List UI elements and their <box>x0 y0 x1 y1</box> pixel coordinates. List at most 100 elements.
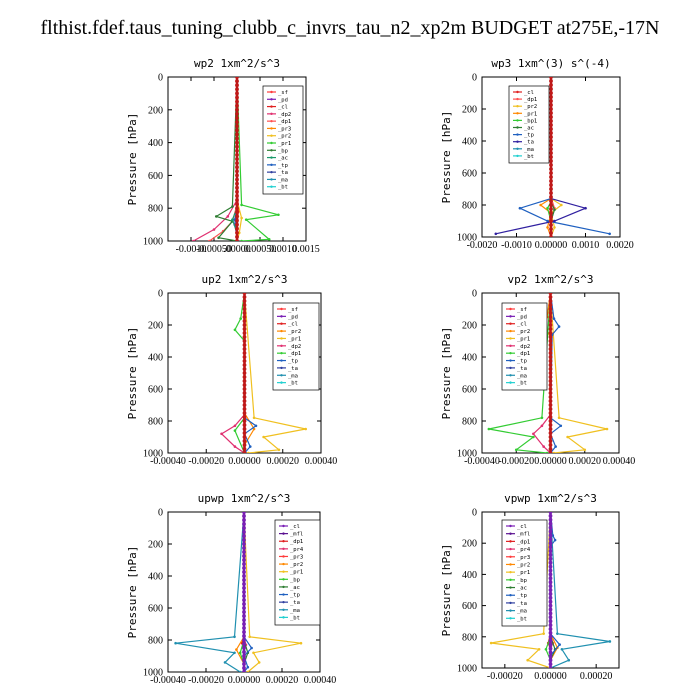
y-tick-label: 800 <box>462 201 477 212</box>
profile-point <box>548 568 553 573</box>
profile-point <box>242 395 247 399</box>
profile-point <box>548 315 553 319</box>
x-tick-label: -0.00040 <box>464 456 500 467</box>
profile-point <box>549 227 553 231</box>
profile-point <box>549 83 553 87</box>
legend-label: _pr3 <box>517 555 530 561</box>
legend-label: _bp <box>290 577 300 583</box>
legend-marker <box>509 374 512 377</box>
y-axis-label: Pressure [hPa] <box>126 113 139 206</box>
legend-marker <box>280 381 283 384</box>
x-tick-label: -0.0010 <box>501 240 532 251</box>
profile-point <box>549 139 553 143</box>
legend-marker <box>516 133 519 136</box>
legend-label: _sf <box>517 307 527 313</box>
legend-label: _tp <box>524 133 534 139</box>
legend-label: _pr2 <box>517 329 530 335</box>
x-tick-label: -0.00020 <box>188 456 224 467</box>
profile-point <box>548 658 553 663</box>
y-tick-label: 400 <box>148 138 163 149</box>
legend-marker <box>280 359 283 362</box>
series-point <box>246 670 250 672</box>
legend-marker <box>509 337 512 340</box>
profile-point <box>548 435 553 439</box>
legend-label: _bt <box>517 381 527 387</box>
panel-title: up2 1xm^2/s^3 <box>201 273 287 286</box>
legend-marker <box>270 90 273 94</box>
profile-point <box>235 185 239 190</box>
profile-point <box>235 79 239 83</box>
profile-point <box>235 112 239 116</box>
legend-label: _mfl <box>517 532 530 538</box>
legend-marker <box>270 163 273 167</box>
profile-point <box>548 327 553 331</box>
x-tick-label: 0.0020 <box>606 240 634 251</box>
series-point <box>277 213 280 217</box>
legend-marker <box>270 98 273 101</box>
y-tick-label: 1000 <box>457 233 477 244</box>
series-point <box>250 646 253 650</box>
legend-label: _pr1 <box>288 336 301 342</box>
profile-point <box>242 423 247 427</box>
y-tick-label: 600 <box>462 601 477 612</box>
legend-label: _dp1 <box>517 539 530 545</box>
legend-marker <box>270 127 273 130</box>
legend-marker <box>516 105 519 108</box>
series-point <box>299 641 303 645</box>
page-title: flthist.fdef.taus_tuning_clubb_c_invrs_t… <box>40 17 660 39</box>
series-point <box>553 208 556 212</box>
y-tick-label: 800 <box>148 417 163 428</box>
series-point <box>238 651 242 655</box>
legend-label: _ta <box>288 366 298 372</box>
legend-marker <box>516 126 519 129</box>
y-tick-label: 200 <box>148 321 163 332</box>
profile-point <box>548 564 553 569</box>
y-tick-label: 800 <box>462 632 477 643</box>
profile-point <box>235 235 239 239</box>
profile-point <box>242 363 247 367</box>
series-point <box>217 236 220 240</box>
profile-point <box>548 603 553 608</box>
series-point <box>262 435 265 439</box>
y-tick-label: 200 <box>462 105 477 116</box>
y-tick-label: 1000 <box>143 668 163 679</box>
legend-marker <box>516 154 519 158</box>
x-tick-label: -0.00020 <box>498 456 534 467</box>
profile-point <box>242 670 246 672</box>
legend-marker <box>270 185 273 188</box>
series-point <box>553 219 556 223</box>
y-tick-label: 800 <box>148 636 163 647</box>
profile-point <box>242 415 247 419</box>
profile-point <box>548 383 553 387</box>
profile-point <box>242 311 247 315</box>
legend-label: _ac <box>524 126 534 132</box>
series-point <box>252 416 256 420</box>
x-tick-label: 0.00000 <box>534 456 567 467</box>
series-point <box>532 432 535 436</box>
profile-point <box>548 295 553 299</box>
legend-label: _pr3 <box>290 554 303 560</box>
legend-label: _bt <box>517 616 527 622</box>
profile-point <box>549 167 553 171</box>
profile-point <box>235 136 239 141</box>
profile-point <box>242 367 247 371</box>
profile-point <box>242 383 247 387</box>
profile-point <box>549 207 553 211</box>
series-point <box>252 651 255 655</box>
legend-marker <box>270 105 273 108</box>
profile-point <box>242 622 246 626</box>
profile-point <box>242 387 247 391</box>
legend-marker <box>516 140 519 143</box>
profile-point <box>242 427 247 431</box>
legend-marker <box>280 351 283 355</box>
series-point <box>192 239 195 241</box>
legend-marker <box>509 555 512 558</box>
profile-point <box>548 447 553 451</box>
profile-point <box>242 295 247 299</box>
legend-marker <box>509 524 512 528</box>
x-tick-label: 0.00020 <box>569 456 602 467</box>
profile-point <box>242 554 246 558</box>
profile-point <box>548 419 553 423</box>
legend-label: _bt <box>524 154 534 160</box>
